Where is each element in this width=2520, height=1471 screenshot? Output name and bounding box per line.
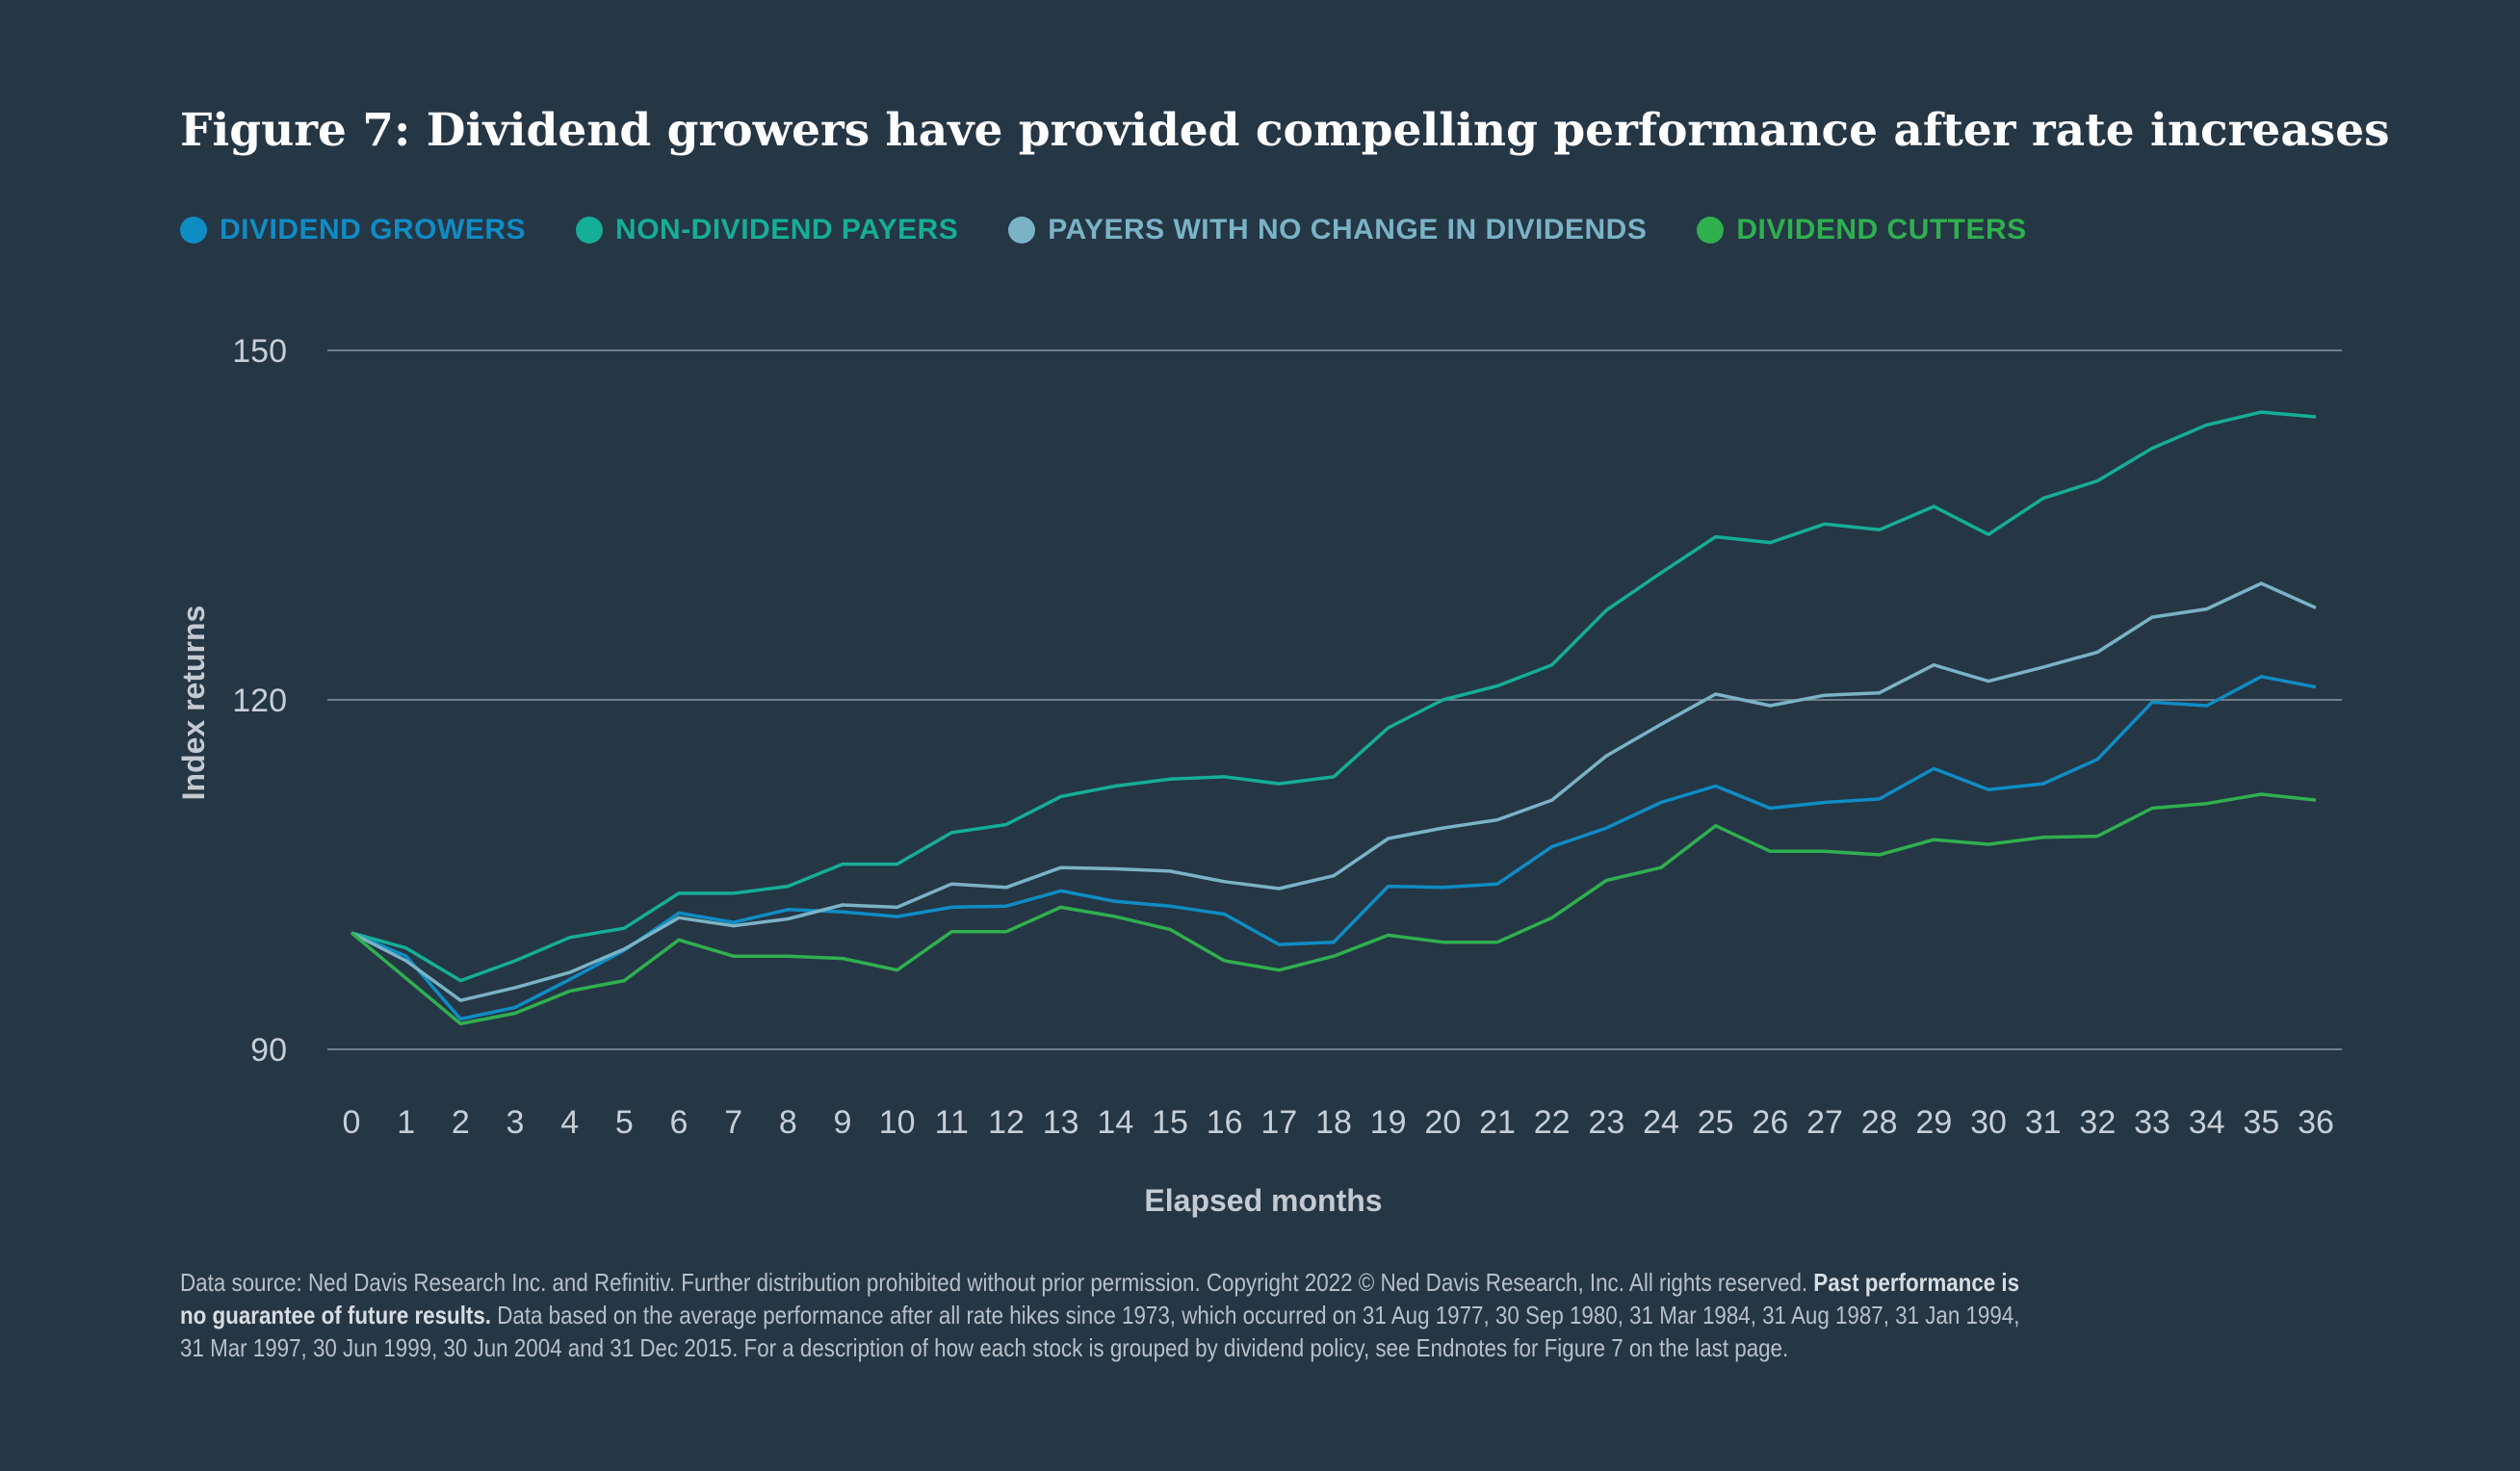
x-tick-label: 34 bbox=[2189, 1104, 2225, 1141]
y-axis-ticks: 90 120 150 bbox=[232, 333, 287, 1069]
legend-label: NON-DIVIDEND PAYERS bbox=[615, 214, 959, 245]
x-tick-label: 18 bbox=[1315, 1104, 1352, 1141]
x-tick-label: 17 bbox=[1260, 1104, 1297, 1141]
x-tick-label: 26 bbox=[1752, 1104, 1788, 1141]
x-tick-label: 22 bbox=[1534, 1104, 1571, 1141]
x-tick-label: 9 bbox=[834, 1104, 852, 1141]
legend-swatch bbox=[1697, 217, 1725, 244]
chart-legend: DIVIDEND GROWERS NON-DIVIDEND PAYERS PAYER… bbox=[180, 214, 2077, 246]
x-tick-label: 13 bbox=[1043, 1104, 1079, 1141]
y-tick-label: 120 bbox=[232, 683, 287, 719]
legend-item: PAYERS WITH NO CHANGE IN DIVIDENDS bbox=[1008, 214, 1647, 246]
x-tick-label: 19 bbox=[1370, 1104, 1407, 1141]
x-tick-label: 31 bbox=[2025, 1104, 2062, 1141]
x-tick-label: 4 bbox=[560, 1104, 579, 1141]
x-tick-label: 7 bbox=[724, 1104, 742, 1141]
x-tick-label: 2 bbox=[452, 1104, 470, 1141]
x-tick-label: 11 bbox=[935, 1104, 969, 1141]
x-tick-label: 35 bbox=[2243, 1104, 2279, 1141]
x-tick-label: 15 bbox=[1152, 1104, 1188, 1141]
x-tick-label: 30 bbox=[1970, 1104, 2007, 1141]
legend-label: DIVIDEND GROWERS bbox=[220, 214, 527, 245]
x-tick-label: 3 bbox=[507, 1104, 525, 1141]
legend-item: DIVIDEND GROWERS bbox=[180, 214, 526, 246]
series-line-1 bbox=[351, 675, 2317, 1021]
x-tick-label: 10 bbox=[879, 1104, 916, 1141]
x-tick-label: 5 bbox=[615, 1104, 634, 1141]
y-axis-label: Index returns bbox=[176, 606, 211, 801]
x-tick-label: 29 bbox=[1915, 1104, 1952, 1141]
x-tick-label: 6 bbox=[670, 1104, 688, 1141]
legend-item: NON-DIVIDEND PAYERS bbox=[576, 214, 958, 246]
x-tick-label: 16 bbox=[1207, 1104, 1243, 1141]
x-tick-label: 25 bbox=[1698, 1104, 1734, 1141]
x-tick-label: 1 bbox=[397, 1104, 415, 1141]
x-tick-label: 32 bbox=[2079, 1104, 2116, 1141]
series-line-2 bbox=[351, 410, 2317, 983]
legend-swatch bbox=[180, 217, 207, 244]
x-tick-label: 20 bbox=[1424, 1104, 1461, 1141]
x-tick-label: 14 bbox=[1097, 1104, 1133, 1141]
gridlines bbox=[327, 349, 2342, 1050]
legend-label: DIVIDEND CUTTERS bbox=[1736, 214, 2027, 245]
footnote-source: Data source: Ned Davis Research Inc. and… bbox=[180, 1268, 1814, 1297]
x-tick-label: 23 bbox=[1588, 1104, 1624, 1141]
legend-label: PAYERS WITH NO CHANGE IN DIVIDENDS bbox=[1048, 214, 1648, 245]
y-tick-label: 150 bbox=[232, 333, 287, 370]
x-tick-label: 24 bbox=[1643, 1104, 1679, 1141]
series-line-3 bbox=[351, 581, 2317, 1002]
x-tick-label: 28 bbox=[1861, 1104, 1898, 1141]
footnote: Data source: Ned Davis Research Inc. and… bbox=[180, 1266, 2035, 1364]
x-tick-label: 27 bbox=[1806, 1104, 1843, 1141]
y-tick-label: 90 bbox=[250, 1032, 287, 1069]
legend-swatch bbox=[1008, 217, 1036, 244]
footnote-disclaimer: Past performance is no guarantee of futu… bbox=[180, 1268, 2020, 1329]
x-axis-ticks: 0 1 2 3 4 5 6 7 8 9 10 11 12 13 14 15 16 17 18 19 20 21 22 23 24… bbox=[343, 1104, 2334, 1141]
legend-swatch bbox=[576, 217, 604, 244]
series-line-4 bbox=[350, 792, 2317, 1026]
x-tick-label: 12 bbox=[988, 1104, 1025, 1141]
x-tick-label: 0 bbox=[343, 1104, 361, 1141]
x-tick-label: 33 bbox=[2134, 1104, 2170, 1141]
x-tick-label: 36 bbox=[2298, 1104, 2334, 1141]
footnote-details: Data based on the average performance af… bbox=[180, 1301, 2020, 1362]
chart-title: Figure 7: Dividend growers have provided… bbox=[180, 104, 2390, 157]
x-tick-label: 8 bbox=[779, 1104, 797, 1141]
x-axis-label: Elapsed months bbox=[1144, 1183, 1382, 1218]
legend-item: DIVIDEND CUTTERS bbox=[1697, 214, 2026, 246]
x-tick-label: 21 bbox=[1479, 1104, 1516, 1141]
series-lines bbox=[350, 410, 2317, 1026]
